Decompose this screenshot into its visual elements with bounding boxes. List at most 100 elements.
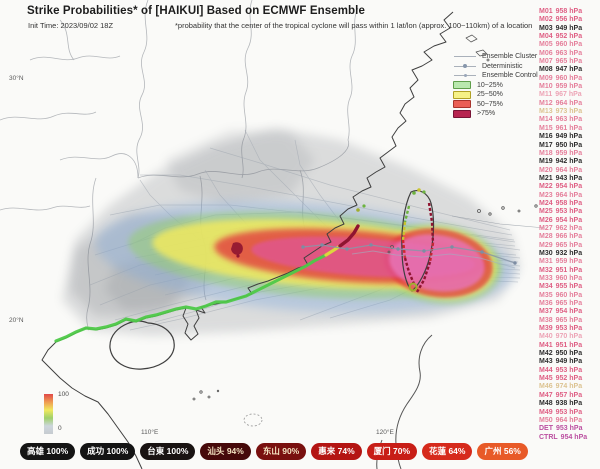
member-row: M02 956 hPa [539,16,599,24]
city-probability-pill: 花蓮 64% [422,443,473,460]
member-pressure: 954 hPa [555,216,583,224]
member-row: M10 959 hPa [539,83,599,91]
member-id: M23 [539,191,553,199]
member-row: M12 964 hPa [539,100,599,108]
member-id: M05 [539,41,553,49]
member-pressure: 957 hPa [555,391,583,399]
city-probability-pill: 成功 100% [80,443,136,460]
probability-note: *probability that the center of the trop… [175,21,533,30]
member-pressure: 949 hPa [555,358,583,366]
member-id: M38 [539,316,553,324]
member-id: DET [539,425,553,433]
member-id: M17 [539,141,553,149]
member-pressure: 959 hPa [555,149,583,157]
city-probability: 74% [337,446,355,456]
member-id: M04 [539,33,553,41]
band-swatch-icon [453,81,471,90]
member-id: M13 [539,108,553,116]
city-probability: 100% [106,446,129,456]
member-pressure: 954 hPa [555,183,583,191]
member-pressure: 974 hPa [555,383,583,391]
member-id: M42 [539,350,553,358]
member-row: M38 965 hPa [539,317,599,325]
member-row: M18 959 hPa [539,150,599,158]
member-pressure: 955 hPa [555,283,583,291]
member-pressure: 932 hPa [555,249,583,257]
city-probability-pill: 高雄 100% [20,443,76,460]
probability-colorbar [44,394,53,434]
member-row: M49 953 hPa [539,409,599,417]
member-row: M28 966 hPa [539,233,599,241]
member-pressure: 964 hPa [555,99,583,107]
member-id: M01 [539,8,553,15]
member-row: M39 953 hPa [539,325,599,333]
page-title: Strike Probabilities* of [HAIKUI] Based … [27,5,365,17]
band-label: 10~25% [477,81,503,89]
member-pressure: 950 hPa [555,350,583,358]
member-pressure: 959 hPa [555,83,583,91]
member-id: M48 [539,400,553,408]
member-id: M12 [539,99,553,107]
member-id: M28 [539,233,553,241]
member-pressure: 960 hPa [555,41,583,49]
city-probability: 100% [166,446,189,456]
member-id: M07 [539,58,553,66]
member-pressure: 960 hPa [555,291,583,299]
deterministic-track [301,243,517,269]
member-pressure: 964 hPa [555,166,583,174]
member-pressure: 965 hPa [555,300,583,308]
member-id: M34 [539,283,553,291]
member-pressure: 938 hPa [555,400,583,408]
longitude-label-110e: 110°E [141,429,159,436]
band-swatch-icon [453,109,471,118]
member-id: M06 [539,49,553,57]
member-row: M25 953 hPa [539,208,599,216]
city-probability-pill: 广州 56% [477,443,528,460]
member-row: M34 955 hPa [539,283,599,291]
latitude-label-30n: 30°N [9,75,24,82]
member-row: M23 964 hPa [539,192,599,200]
member-row: M27 962 hPa [539,225,599,233]
legend: Ensemble Cluster Deterministic Ensemble … [453,52,538,119]
member-pressure: 949 hPa [555,24,583,32]
member-pressure: 965 hPa [555,316,583,324]
member-row: M30 932 hPa [539,250,599,258]
city-probability: 94% [226,446,244,456]
colorbar-max-label: 100 [58,391,69,398]
member-row: M03 949 hPa [539,25,599,33]
member-id: M26 [539,216,553,224]
control-line-icon [453,72,477,80]
member-id: M11 [539,91,553,99]
member-pressure: 964 hPa [555,416,583,424]
member-id: M49 [539,408,553,416]
member-pressure: 953 hPa [555,408,583,416]
member-row: M29 965 hPa [539,242,599,250]
member-pressure: 970 hPa [555,333,583,341]
member-row: DET 953 hPa [539,425,599,433]
member-id: M37 [539,308,553,316]
member-row: M08 947 hPa [539,66,599,74]
member-row: M37 954 hPa [539,308,599,316]
city-probability-pill: 东山 90% [255,443,307,460]
band-swatch-icon [453,100,471,109]
member-pressure: 952 hPa [555,33,583,41]
member-row: M15 961 hPa [539,125,599,133]
member-id: M36 [539,300,553,308]
member-id: M40 [539,333,553,341]
member-id: M22 [539,183,553,191]
member-pressure: 951 hPa [555,341,583,349]
city-probability: 90% [282,446,300,456]
city-name: 东山 [262,446,280,456]
member-pressure: 952 hPa [555,375,583,383]
member-pressure: 953 hPa [555,208,583,216]
member-row: M42 950 hPa [539,350,599,358]
city-probability-pill: 厦门 70% [366,443,418,460]
pratas-atoll [243,413,263,427]
intensity-tracks [356,188,435,293]
member-row: M24 958 hPa [539,200,599,208]
member-row: M13 973 hPa [539,108,599,116]
member-id: M09 [539,74,553,82]
member-id: M43 [539,358,553,366]
small-islands [192,34,538,427]
